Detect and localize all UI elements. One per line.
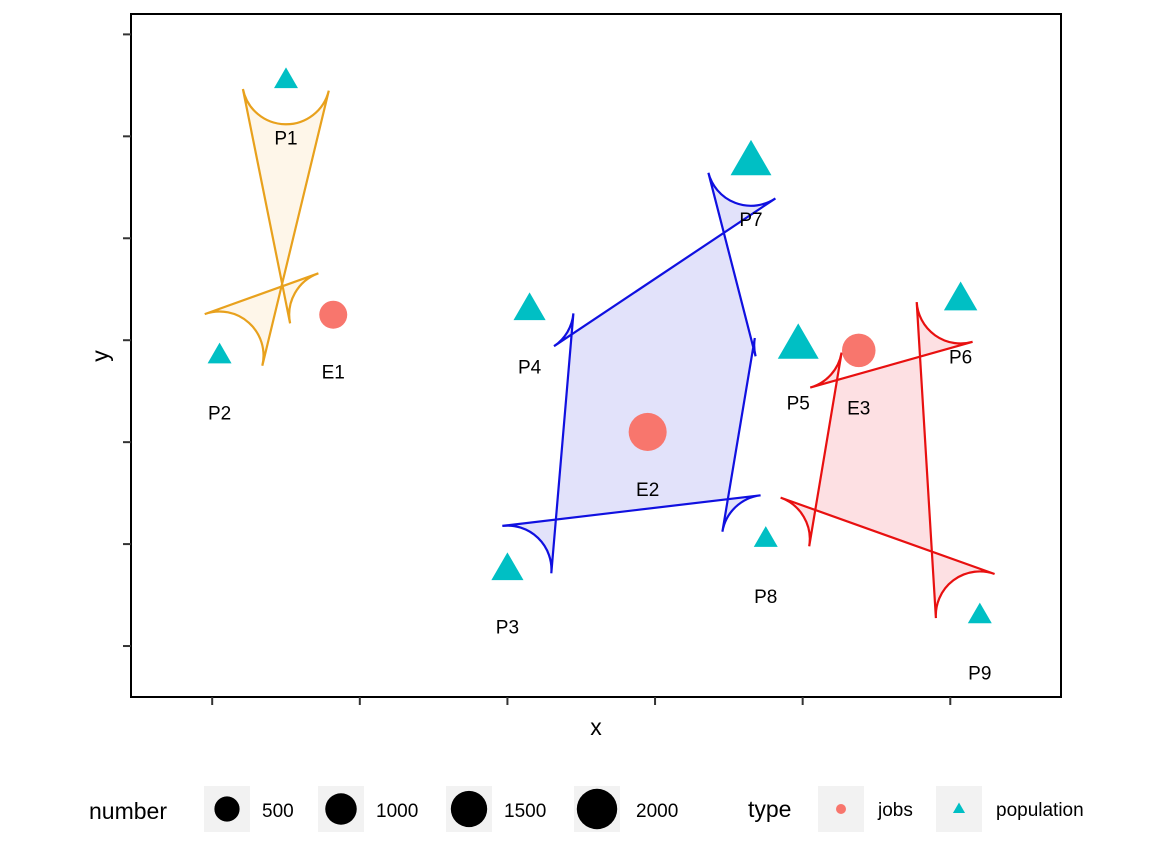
point-labels: P1 P2 E1 P3 P4 E2 P7 P5 E3 P8 P6 P9: [208, 128, 991, 684]
legend-type-label-jobs: jobs: [877, 800, 913, 821]
legend-number-label-4: 2000: [636, 801, 678, 822]
group-hull-1: [204, 88, 330, 367]
point-e2: [628, 412, 667, 451]
legend-number-label-1: 500: [262, 801, 294, 822]
legend-type-label-population: population: [996, 800, 1084, 821]
point-p8: [753, 526, 778, 547]
legend-number-dot-2: [325, 793, 357, 825]
legend-type-dot-population: [952, 802, 966, 813]
point-label-p6: P6: [949, 347, 972, 368]
legend-type-title: type: [748, 796, 791, 822]
legend-number-dot-4: [576, 788, 618, 830]
group-hull-2: [502, 172, 777, 574]
point-label-p1: P1: [274, 128, 297, 149]
point-label-p4: P4: [518, 358, 542, 379]
point-label-e3: E3: [847, 398, 870, 419]
legend-number-dot-3: [450, 790, 488, 828]
point-e1: [319, 300, 348, 329]
point-p7: [730, 139, 772, 176]
point-p1: [274, 67, 298, 89]
point-p4: [513, 292, 546, 321]
legend-type: type jobs population: [748, 786, 1084, 832]
legend-number: number 500 1000 1500 2000: [89, 786, 678, 832]
point-label-p7: P7: [739, 210, 762, 231]
y-axis-ticks: [123, 33, 131, 648]
point-label-e2: E2: [636, 480, 659, 501]
legend-number-label-2: 1000: [376, 801, 418, 822]
point-label-p3: P3: [496, 618, 519, 639]
legend-number-label-3: 1500: [504, 801, 546, 822]
point-label-p5: P5: [787, 393, 810, 414]
point-p3: [491, 552, 524, 581]
point-label-p8: P8: [754, 587, 777, 608]
point-label-p9: P9: [968, 663, 991, 684]
point-label-p2: P2: [208, 404, 231, 425]
plot-panel-border: [130, 13, 1062, 698]
point-p2: [207, 342, 232, 364]
point-p6: [943, 281, 978, 311]
y-axis-title: y: [87, 350, 113, 362]
group-hull-3: [780, 302, 995, 619]
legend-number-dot-1: [214, 796, 240, 822]
x-axis-title: x: [590, 714, 602, 740]
group-hulls: [204, 88, 995, 619]
point-p5: [777, 323, 819, 359]
point-e3: [841, 333, 876, 368]
x-axis-ticks: [211, 697, 952, 705]
point-p9: [967, 602, 992, 624]
plot-marks: [207, 67, 992, 624]
point-label-e1: E1: [322, 363, 345, 384]
legend-number-title: number: [89, 798, 167, 824]
legend-type-dot-jobs: [836, 804, 846, 814]
